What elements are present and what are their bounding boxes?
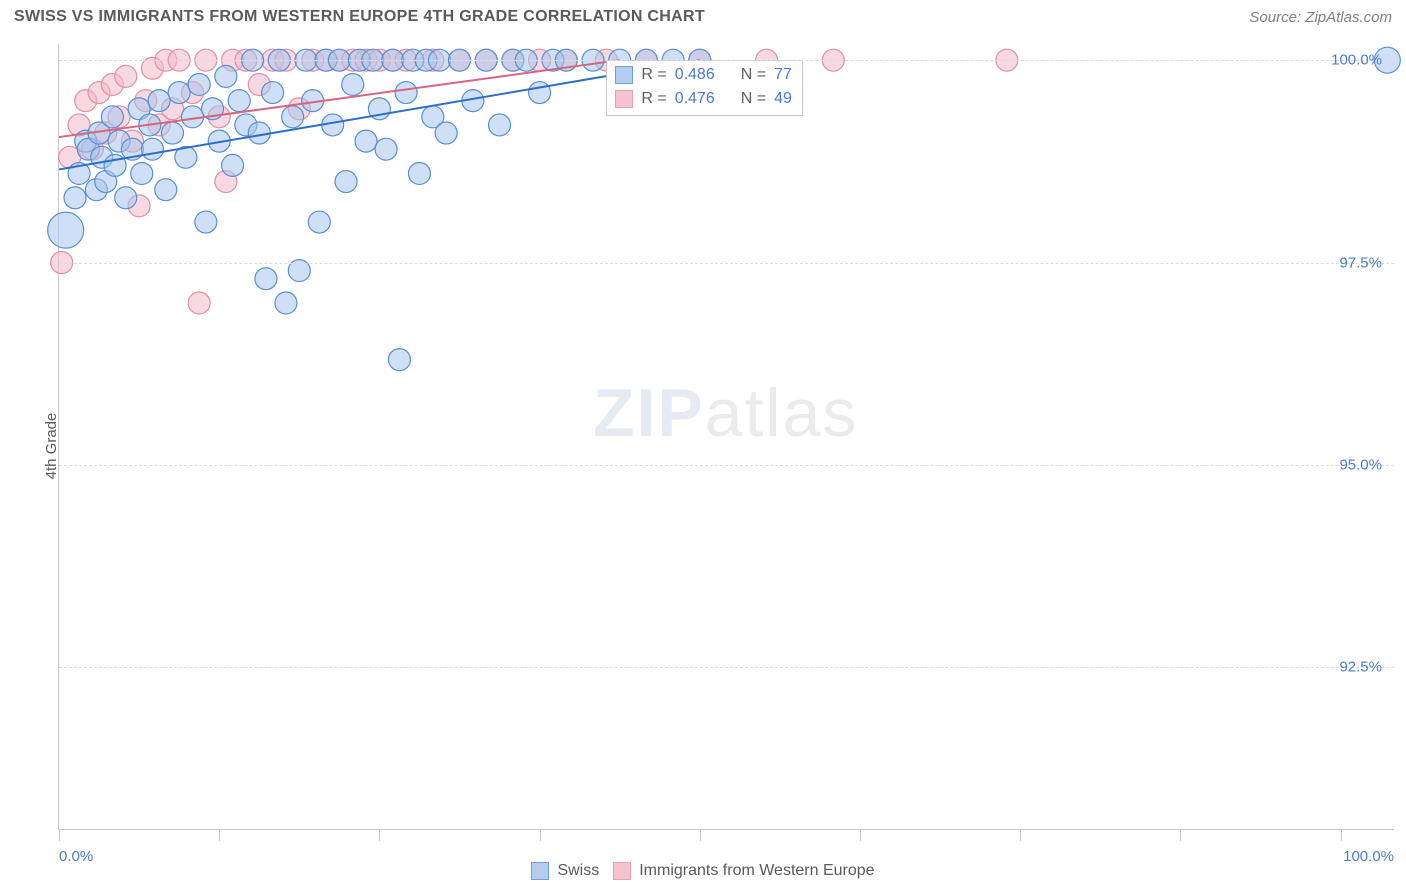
x-tick (219, 829, 220, 841)
data-point (275, 292, 297, 314)
x-tick (1180, 829, 1181, 841)
gridline-h (59, 667, 1394, 668)
x-tick (700, 829, 701, 841)
gridline-h (59, 263, 1394, 264)
legend-label: Immigrants from Western Europe (639, 862, 874, 880)
x-tick (1341, 829, 1342, 841)
data-point (375, 138, 397, 160)
data-point (408, 162, 430, 184)
data-point (342, 73, 364, 95)
x-tick (379, 829, 380, 841)
stats-legend-box: R = 0.486 N = 77 R = 0.476 N = 49 (606, 60, 803, 116)
stat-n-label: N = (741, 87, 766, 111)
data-point (101, 106, 123, 128)
legend-label: Swiss (557, 862, 599, 880)
data-point (355, 130, 377, 152)
data-point (168, 82, 190, 104)
data-point (529, 82, 551, 104)
source-prefix: Source: (1249, 9, 1305, 26)
stats-row: R = 0.486 N = 77 (615, 63, 792, 87)
stat-r-label: R = (641, 87, 666, 111)
legend-swatch (531, 862, 549, 880)
data-point (215, 65, 237, 87)
chart-header: SWISS VS IMMIGRANTS FROM WESTERN EUROPE … (0, 0, 1406, 32)
data-point (161, 122, 183, 144)
data-point (195, 211, 217, 233)
data-point (255, 268, 277, 290)
y-tick-label: 100.0% (1331, 52, 1382, 69)
gridline-h (59, 60, 1394, 61)
stat-n-value: 49 (774, 87, 792, 111)
stats-row: R = 0.476 N = 49 (615, 87, 792, 111)
x-tick (1020, 829, 1021, 841)
chart-title: SWISS VS IMMIGRANTS FROM WESTERN EUROPE … (14, 8, 705, 26)
data-point (282, 106, 304, 128)
data-point (222, 154, 244, 176)
data-point (388, 349, 410, 371)
data-point (64, 187, 86, 209)
y-tick-label: 95.0% (1339, 456, 1382, 473)
data-point (48, 212, 84, 248)
gridline-h (59, 465, 1394, 466)
source-name: ZipAtlas.com (1305, 9, 1392, 26)
data-point (188, 73, 210, 95)
x-tick (59, 829, 60, 841)
stat-r-label: R = (641, 63, 666, 87)
plot-area: ZIPatlas R =0.486N =77R =0.476N =49 92.5… (58, 44, 1394, 830)
data-point (395, 82, 417, 104)
data-point (131, 162, 153, 184)
y-tick-label: 97.5% (1339, 254, 1382, 271)
stat-r-value: 0.476 (675, 87, 715, 111)
data-point (489, 114, 511, 136)
scatter-svg (59, 44, 1394, 829)
stat-n-value: 77 (774, 63, 792, 87)
data-point (188, 292, 210, 314)
stat-n-label: N = (741, 63, 766, 87)
data-point (155, 179, 177, 201)
legend-item: Swiss (531, 862, 599, 880)
data-point (115, 65, 137, 87)
x-tick (540, 829, 541, 841)
chart-area: ZIPatlas R =0.486N =77R =0.476N =49 92.5… (58, 44, 1394, 830)
legend-swatch (613, 862, 631, 880)
source-attribution: Source: ZipAtlas.com (1249, 9, 1392, 26)
stat-r-value: 0.486 (675, 63, 715, 87)
series-swatch (615, 66, 633, 84)
y-tick-label: 92.5% (1339, 659, 1382, 676)
data-point (335, 171, 357, 193)
legend-bottom: Swiss Immigrants from Western Europe (0, 862, 1406, 880)
legend-item: Immigrants from Western Europe (613, 862, 874, 880)
data-point (141, 138, 163, 160)
data-point (308, 211, 330, 233)
data-point (228, 90, 250, 112)
x-tick (860, 829, 861, 841)
data-point (148, 90, 170, 112)
series-swatch (615, 90, 633, 108)
data-point (262, 82, 284, 104)
data-point (435, 122, 457, 144)
data-point (115, 187, 137, 209)
